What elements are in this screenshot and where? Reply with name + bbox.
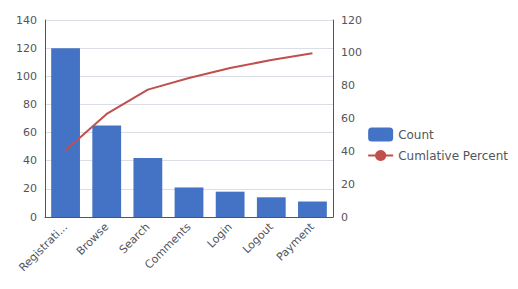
svg-text:Cumlative Percent: Cumlative Percent: [398, 149, 508, 163]
svg-text:Payment: Payment: [274, 220, 318, 264]
svg-text:Logout: Logout: [240, 220, 276, 256]
svg-text:100: 100: [341, 46, 362, 59]
svg-text:120: 120: [341, 14, 362, 27]
svg-text:0: 0: [30, 211, 37, 224]
svg-text:Registrati...: Registrati...: [16, 220, 70, 274]
svg-text:140: 140: [16, 14, 37, 27]
svg-text:80: 80: [23, 98, 37, 111]
svg-text:60: 60: [23, 126, 37, 139]
svg-text:20: 20: [23, 182, 37, 195]
svg-text:120: 120: [16, 42, 37, 55]
svg-text:Count: Count: [398, 128, 434, 142]
svg-text:Login: Login: [205, 220, 235, 250]
svg-text:40: 40: [341, 145, 355, 158]
svg-text:0: 0: [341, 211, 348, 224]
svg-text:100: 100: [16, 70, 37, 83]
svg-text:80: 80: [341, 79, 355, 92]
svg-text:40: 40: [23, 154, 37, 167]
svg-text:Browse: Browse: [74, 220, 112, 258]
svg-text:20: 20: [341, 178, 355, 191]
svg-text:Comments: Comments: [142, 220, 193, 271]
svg-text:Search: Search: [117, 220, 153, 256]
svg-text:60: 60: [341, 112, 355, 125]
